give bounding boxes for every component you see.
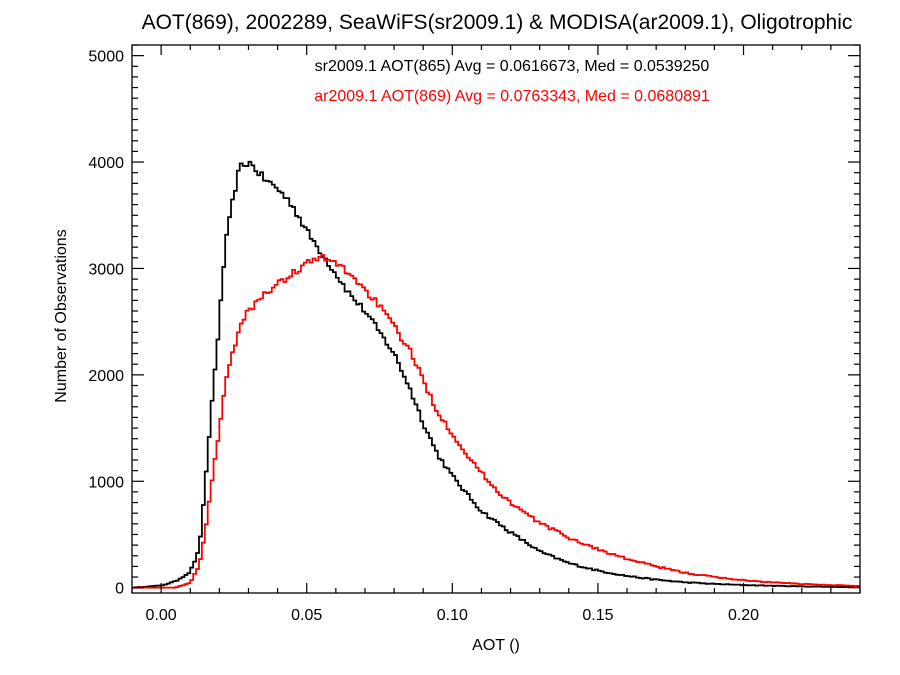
x-axis-label: AOT (): [472, 637, 520, 654]
y-tick-label: 0: [115, 581, 124, 598]
x-tick-label: 0.10: [437, 607, 468, 624]
x-tick-label: 0.15: [582, 607, 613, 624]
ticks-layer: 0.00 0.05 0.10 0.15 0.20 0 1000 2000 3000 4000 500…: [88, 44, 861, 624]
x-tick-label: 0.00: [146, 607, 177, 624]
x-tick-label: 0.05: [291, 607, 322, 624]
annotation-red: ar2009.1 AOT(869) Avg = 0.0763343, Med =…: [314, 88, 710, 105]
plot-frame: [131, 44, 861, 594]
series-line-1: [132, 254, 860, 589]
y-tick-label: 3000: [88, 261, 124, 278]
series-layer: [132, 160, 860, 589]
y-tick-label: 4000: [88, 155, 124, 172]
y-axis-label: Number of Observations: [53, 229, 70, 402]
y-tick-label: 2000: [88, 368, 124, 385]
y-tick-label: 1000: [88, 474, 124, 491]
chart-title: AOT(869), 2002289, SeaWiFS(sr2009.1) & M…: [142, 11, 853, 34]
annotation-black: sr2009.1 AOT(865) Avg = 0.0616673, Med =…: [315, 58, 710, 75]
y-tick-label: 5000: [88, 49, 124, 66]
x-tick-label: 0.20: [728, 607, 759, 624]
plot-area: 0.00 0.05 0.10 0.15 0.20 0 1000 2000 3000 4000 500…: [88, 44, 861, 624]
series-line-0: [132, 160, 860, 589]
